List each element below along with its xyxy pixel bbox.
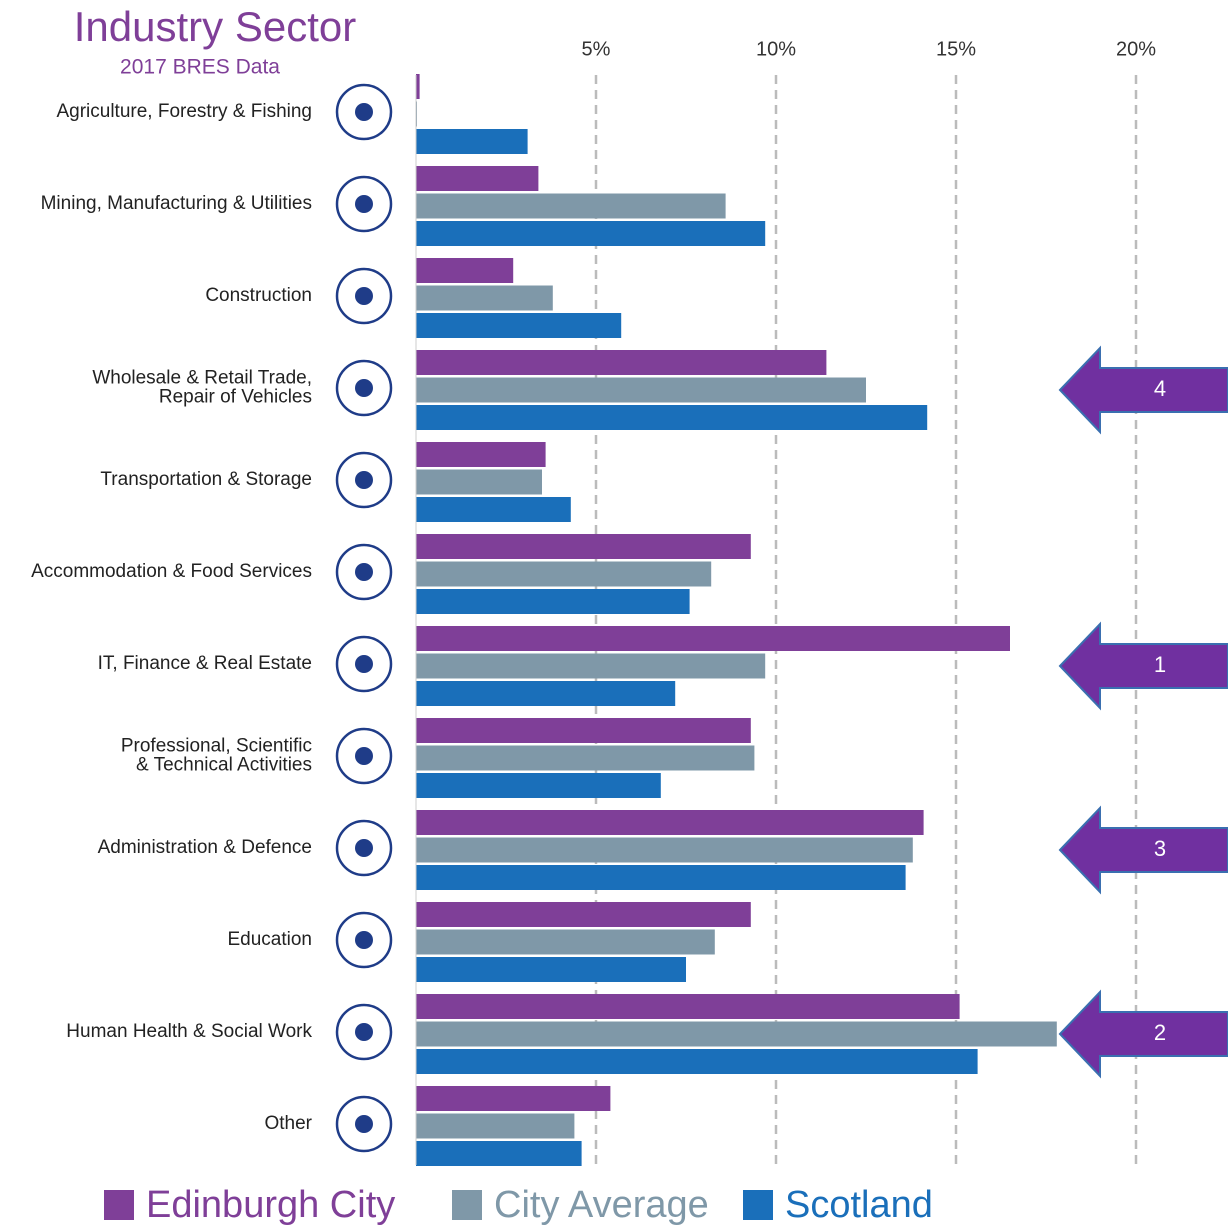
- bar: [416, 626, 1010, 651]
- category-icon-glyph: [355, 379, 373, 397]
- bar: [416, 1141, 582, 1166]
- category-label: Other: [264, 1113, 312, 1134]
- rank-label: 2: [1154, 1020, 1166, 1045]
- bar: [416, 681, 676, 706]
- bar: [416, 589, 690, 614]
- bar: [416, 1021, 1057, 1047]
- legend-swatch: [452, 1190, 482, 1220]
- rank-arrow: [1058, 621, 1228, 711]
- rank-label: 4: [1154, 376, 1166, 401]
- category-icon-glyph: [355, 471, 373, 489]
- category-label: Human Health & Social Work: [66, 1021, 312, 1042]
- category-icon-glyph: [355, 1023, 373, 1041]
- bar: [416, 193, 726, 219]
- bar: [416, 497, 571, 522]
- category-label: Administration & Defence: [98, 837, 312, 858]
- x-tick-label: 5%: [582, 38, 611, 60]
- bar: [416, 166, 539, 191]
- x-tick-label: 15%: [936, 38, 976, 60]
- bar: [416, 405, 928, 430]
- bar: [416, 810, 924, 835]
- bar: [416, 994, 960, 1019]
- category-icon-glyph: [355, 103, 373, 121]
- category-label: Wholesale & Retail Trade, Repair of Vehic…: [92, 368, 312, 408]
- rank-arrow: [1058, 805, 1228, 895]
- bar: [416, 653, 766, 679]
- category-icon-glyph: [355, 747, 373, 765]
- bar: [416, 865, 906, 890]
- rank-arrow: [1058, 989, 1228, 1079]
- category-icon-glyph: [355, 195, 373, 213]
- category-icon-glyph: [355, 563, 373, 581]
- bar: [416, 313, 622, 338]
- x-tick-label: 10%: [756, 38, 796, 60]
- chart-subtitle: 2017 BRES Data: [120, 56, 280, 79]
- category-label: Accommodation & Food Services: [31, 561, 312, 582]
- bar: [416, 773, 661, 798]
- bar: [416, 902, 751, 927]
- category-label: Professional, Scientific & Technical Acti…: [121, 736, 312, 776]
- bar: [416, 1086, 611, 1111]
- bar: [416, 74, 420, 99]
- bar: [416, 1113, 575, 1139]
- x-tick-label: 20%: [1116, 38, 1156, 60]
- legend-label: Edinburgh City: [146, 1184, 395, 1226]
- legend-swatch: [104, 1190, 134, 1220]
- bar: [416, 745, 755, 771]
- category-label: Construction: [205, 285, 312, 306]
- legend-label: City Average: [494, 1184, 709, 1226]
- category-label: IT, Finance & Real Estate: [98, 653, 312, 674]
- bar: [416, 561, 712, 587]
- category-label: Mining, Manufacturing & Utilities: [41, 193, 312, 214]
- category-icon-glyph: [355, 655, 373, 673]
- bar: [416, 929, 715, 955]
- category-label: Education: [227, 929, 312, 950]
- chart-title: Industry Sector: [74, 3, 356, 50]
- bar: [416, 129, 528, 154]
- category-label: Transportation & Storage: [100, 469, 312, 490]
- category-icon-glyph: [355, 931, 373, 949]
- bar: [416, 957, 686, 982]
- bar: [416, 221, 766, 246]
- bar: [416, 718, 751, 743]
- bar: [416, 350, 827, 375]
- category-icon-glyph: [355, 1115, 373, 1133]
- bar: [416, 377, 866, 403]
- bar: [416, 1049, 978, 1074]
- bar: [416, 442, 546, 467]
- category-label: Agriculture, Forestry & Fishing: [56, 101, 312, 122]
- bar: [416, 469, 542, 495]
- bar: [416, 258, 514, 283]
- bar: [416, 534, 751, 559]
- rank-arrow: [1058, 345, 1228, 435]
- category-icon-glyph: [355, 287, 373, 305]
- rank-label: 1: [1154, 652, 1166, 677]
- bar: [416, 285, 553, 311]
- legend-swatch: [743, 1190, 773, 1220]
- category-icon-glyph: [355, 839, 373, 857]
- rank-label: 3: [1154, 836, 1166, 861]
- legend-label: Scotland: [785, 1184, 933, 1226]
- bar: [416, 837, 913, 863]
